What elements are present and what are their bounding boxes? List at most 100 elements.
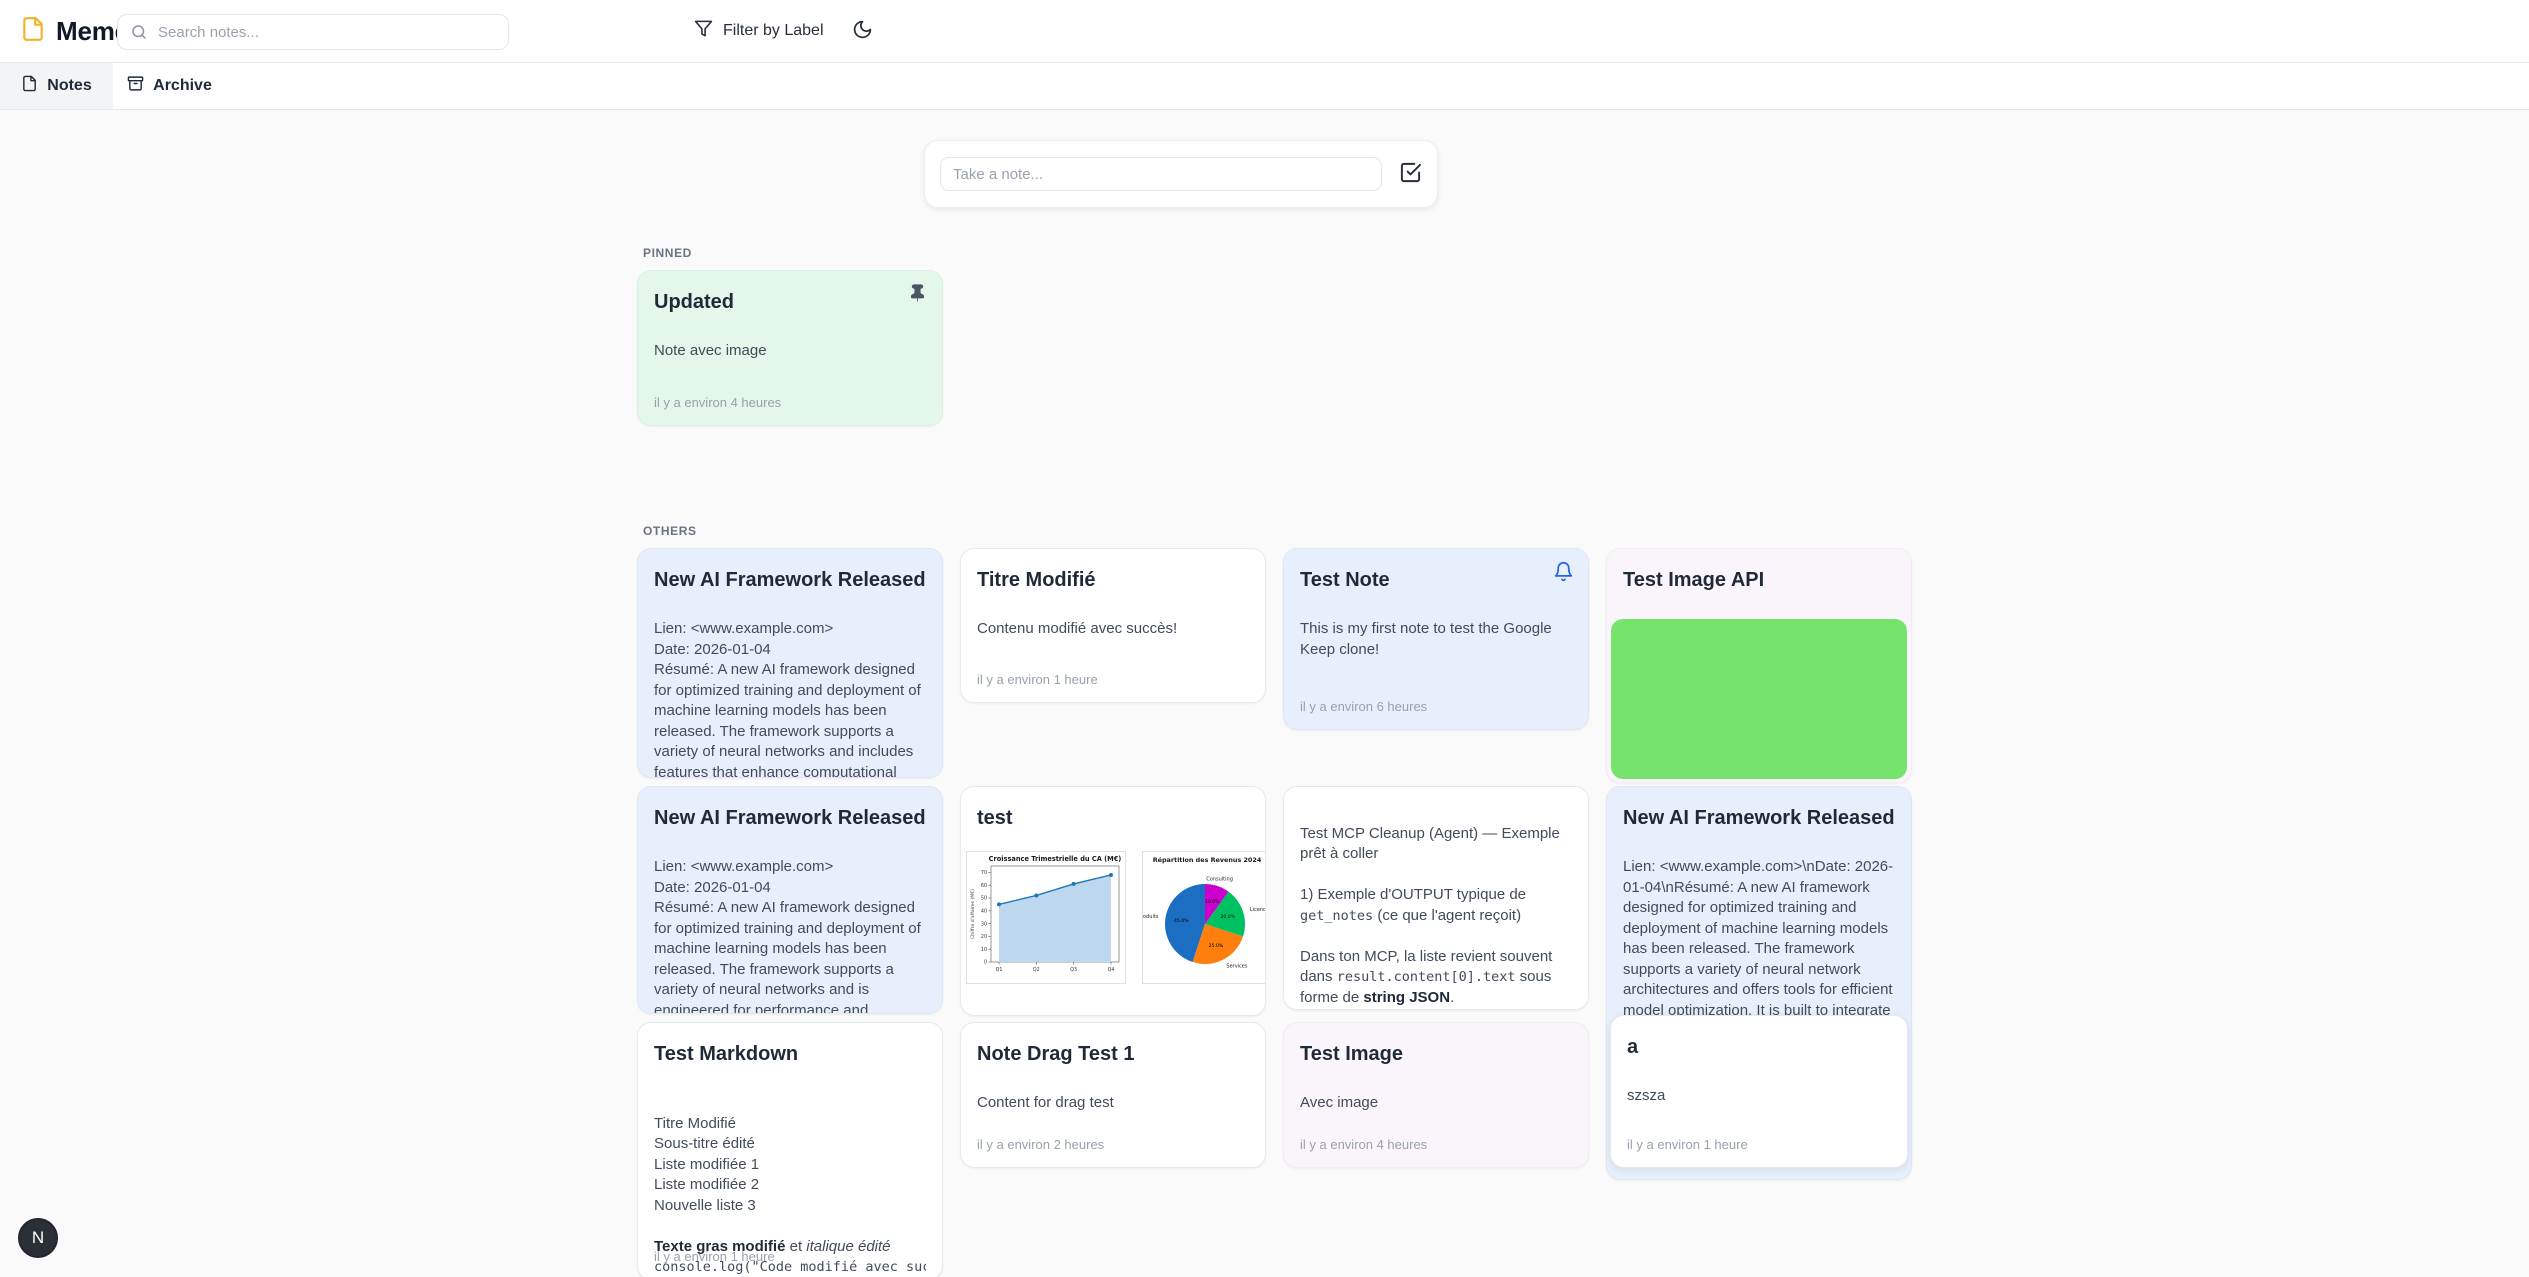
tab-archive-label: Archive: [153, 77, 212, 94]
svg-text:Produits: Produits: [1142, 914, 1159, 920]
note-composer: [924, 140, 1438, 208]
search-icon: [132, 25, 146, 39]
svg-text:70: 70: [981, 870, 987, 876]
pin-icon[interactable]: [907, 283, 928, 309]
inline-code: result.content[0].text: [1336, 969, 1516, 985]
check-square-icon: [1399, 161, 1422, 187]
note-title: New AI Framework Released: [654, 569, 926, 591]
svg-text:60: 60: [981, 883, 987, 889]
notes-file-icon: [21, 75, 38, 97]
note-body: This is my first note to test the Google…: [1300, 620, 1552, 658]
note-title: Test Note: [1300, 569, 1390, 591]
note-card-test-image-api[interactable]: Test Image API: [1606, 548, 1912, 783]
filter-funnel-icon: [694, 19, 713, 43]
note-title: Note Drag Test 1: [977, 1043, 1135, 1065]
note-timestamp: il y a environ 4 heures: [654, 395, 782, 410]
search-box[interactable]: [117, 14, 509, 50]
note-card-updated[interactable]: Updated Note avec image il y a environ 4…: [637, 270, 943, 426]
note-body: Lien: <www.example.com> Date: 2026-01-04…: [654, 858, 921, 1014]
note-timestamp: il y a environ 6 heures: [1300, 699, 1428, 714]
note-card-mcp[interactable]: Test MCP Cleanup (Agent) — Exemple prêt …: [1283, 786, 1589, 1010]
svg-text:Q3: Q3: [1070, 967, 1077, 973]
svg-text:Q4: Q4: [1108, 967, 1115, 973]
note-logo-icon: [20, 16, 46, 47]
svg-text:25.0%: 25.0%: [1209, 943, 1224, 949]
note-card-test-markdown[interactable]: Test Markdown Titre Modifié Sous-titre é…: [637, 1022, 943, 1277]
filter-by-label-button[interactable]: Filter by Label: [688, 14, 830, 48]
code-line: console.log("Code modifié avec succè: [654, 1259, 926, 1275]
note-body: Note avec image: [654, 342, 767, 359]
archive-box-icon: [127, 75, 144, 97]
tab-archive[interactable]: Archive: [113, 63, 226, 109]
note-body: Test MCP Cleanup (Agent) — Exemple prêt …: [1300, 803, 1572, 1009]
note-timestamp: il y a environ 1 heure: [1627, 1137, 1748, 1152]
take-a-note-input[interactable]: [940, 157, 1382, 191]
svg-text:40: 40: [981, 909, 987, 915]
moon-icon: [852, 19, 873, 43]
note-body: Content for drag test: [977, 1094, 1114, 1111]
svg-text:0: 0: [984, 960, 987, 966]
line-chart-thumbnail: Croissance Trimestrielle du CA (M€) 0 10 20…: [966, 851, 1126, 984]
pie-chart-thumbnail: Répartition des Revenus 2024 45.0% Produit…: [1142, 851, 1266, 984]
svg-text:Croissance Trimestrielle du CA: Croissance Trimestrielle du CA (M€): [989, 855, 1122, 863]
note-title: New AI Framework Released: [1623, 807, 1895, 829]
note-title: Test Markdown: [654, 1043, 799, 1065]
others-section-label: OTHERS: [643, 524, 697, 538]
note-timestamp: il y a environ 1 heure: [977, 672, 1098, 687]
tab-bar: Notes Archive: [0, 63, 2529, 110]
new-checklist-button[interactable]: [1397, 161, 1423, 187]
filter-by-label-text: Filter by Label: [723, 22, 824, 39]
note-timestamp: il y a environ 2 heures: [977, 1137, 1105, 1152]
note-card-test-image[interactable]: Test Image Avec image il y a environ 4 h…: [1283, 1022, 1589, 1168]
note-timestamp: il y a environ 4 heures: [1300, 1137, 1428, 1152]
tab-notes-label: Notes: [47, 77, 92, 94]
inline-code: get_notes: [1300, 907, 1374, 924]
svg-text:45.0%: 45.0%: [1174, 918, 1189, 924]
note-title: New AI Framework Released: [654, 807, 926, 829]
theme-toggle-button[interactable]: [846, 15, 878, 47]
note-body: Avec image: [1300, 1094, 1379, 1111]
note-body: Lien: <www.example.com> Date: 2026-01-04…: [654, 620, 921, 778]
note-card-a[interactable]: a szsza il y a environ 1 heure: [1610, 1015, 1908, 1168]
note-card-naf1[interactable]: New AI Framework Released Lien: <www.exa…: [637, 548, 943, 778]
avatar-initial: N: [31, 1228, 45, 1247]
search-input[interactable]: [156, 22, 480, 42]
note-card-drag-test[interactable]: Note Drag Test 1 Content for drag test i…: [960, 1022, 1266, 1168]
code-block: { "jsonrpc": "2.0", "id": 4,…: [1300, 1008, 1572, 1009]
svg-text:20.0%: 20.0%: [1221, 914, 1236, 920]
svg-text:Répartition des Revenus 2024: Répartition des Revenus 2024: [1153, 856, 1262, 864]
note-title: Updated: [654, 291, 734, 313]
note-timestamp: il y a environ 1 heure: [654, 1249, 775, 1264]
svg-text:Consulting: Consulting: [1206, 877, 1233, 883]
header: Memento Filter by Label: [0, 0, 2529, 63]
svg-text:20: 20: [981, 934, 987, 940]
note-title: Test Image: [1300, 1043, 1403, 1065]
note-title: test: [977, 807, 1013, 829]
note-body: Lien: <www.example.com>\nDate: 2026-01-0…: [1623, 858, 1894, 1019]
note-card-test-note[interactable]: Test Note This is my first note to test …: [1283, 548, 1589, 730]
note-body: Titre Modifié Sous-titre édité Liste mod…: [654, 1093, 926, 1277]
note-title: a: [1627, 1036, 1639, 1058]
note-attachment-image: [1611, 619, 1907, 779]
svg-text:Licences: Licences: [1250, 907, 1266, 913]
svg-text:50: 50: [981, 896, 987, 902]
note-title: Titre Modifié: [977, 569, 1096, 591]
note-attachments: Croissance Trimestrielle du CA (M€) 0 10 20…: [966, 851, 1266, 984]
pinned-section-label: PINNED: [643, 246, 692, 260]
svg-text:30: 30: [981, 921, 987, 927]
reminder-bell-icon: [1553, 561, 1574, 587]
svg-text:Chiffre d'affaires (M€): Chiffre d'affaires (M€): [970, 889, 976, 939]
avatar[interactable]: N: [18, 1218, 58, 1258]
svg-text:Q2: Q2: [1033, 967, 1040, 973]
note-card-naf2[interactable]: New AI Framework Released Lien: <www.exa…: [637, 786, 943, 1014]
note-body: Contenu modifié avec succès!: [977, 620, 1178, 637]
note-card-titre-modifie[interactable]: Titre Modifié Contenu modifié avec succè…: [960, 548, 1266, 703]
tab-notes[interactable]: Notes: [0, 63, 113, 109]
note-body: szsza: [1627, 1087, 1666, 1104]
svg-text:Services: Services: [1226, 964, 1247, 970]
svg-text:10.0%: 10.0%: [1205, 899, 1220, 905]
note-card-test-charts[interactable]: test Croissance Trimestrielle du CA (M€)…: [960, 786, 1266, 1016]
note-title: Test Image API: [1623, 569, 1765, 591]
svg-text:Q1: Q1: [996, 967, 1003, 973]
